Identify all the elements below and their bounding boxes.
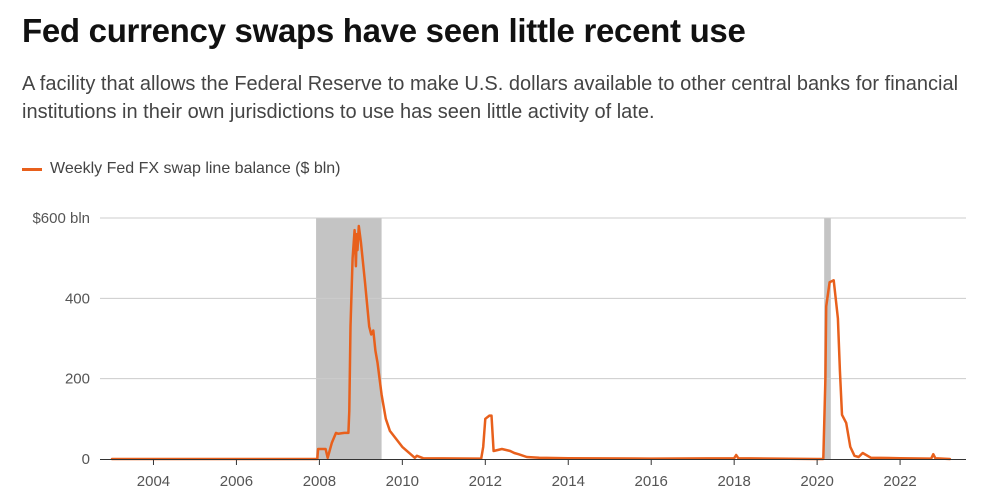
x-tick-label-2010: 2010 [386, 473, 419, 490]
series-line [110, 224, 952, 461]
x-tick-label-2014: 2014 [552, 473, 585, 490]
gridlines [100, 217, 966, 380]
legend: Weekly Fed FX swap line balance ($ bln) [22, 160, 341, 178]
recession-shading [316, 218, 831, 459]
legend-swatch [22, 167, 42, 171]
y-tick-label-0: 0 [82, 451, 90, 468]
x-tick-label-2012: 2012 [469, 473, 502, 490]
chart-subtitle: A facility that allows the Federal Reser… [22, 73, 959, 123]
chart-title: Fed currency swaps have seen little rece… [22, 12, 746, 49]
x-tick-label-2022: 2022 [883, 473, 916, 490]
series-layer [110, 224, 952, 461]
y-axis-labels: 0 200 400 $600 bln [32, 210, 90, 468]
x-tick-label-2018: 2018 [717, 473, 750, 490]
x-tick-label-2020: 2020 [800, 473, 833, 490]
y-tick-label-200: 200 [65, 371, 90, 388]
y-tick-label-400: 400 [65, 290, 90, 307]
x-axis: 2004 2006 2008 2010 2012 2014 2016 2018 2020 2022 [100, 459, 966, 490]
y-tick-label-600: $600 bln [32, 210, 90, 227]
x-tick-label-2008: 2008 [303, 473, 336, 490]
x-tick-label-2006: 2006 [220, 473, 253, 490]
x-tick-label-2016: 2016 [635, 473, 668, 490]
x-tick-label-2004: 2004 [137, 473, 170, 490]
legend-label: Weekly Fed FX swap line balance ($ bln) [50, 160, 341, 177]
shaded-region-2 [824, 218, 831, 459]
